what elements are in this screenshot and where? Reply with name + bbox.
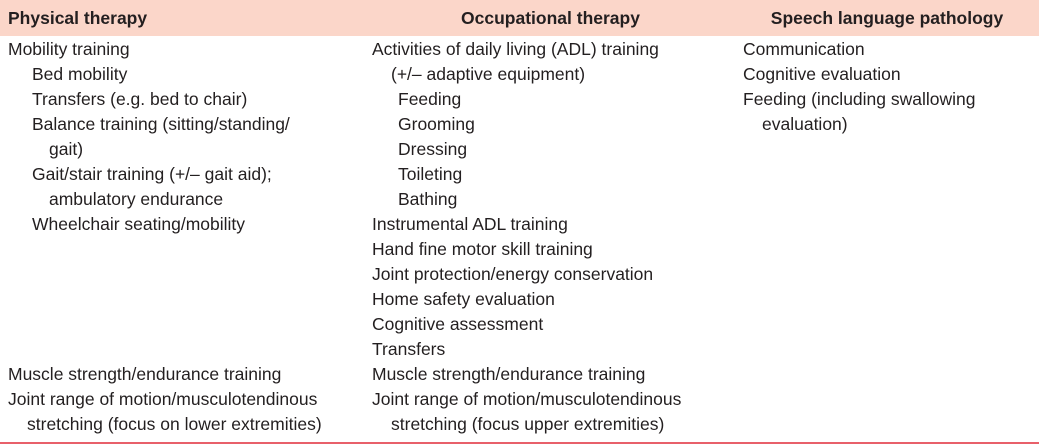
list-item: Transfers (e.g. bed to chair) [32,89,248,109]
list-item: Home safety evaluation [372,289,555,309]
list-item: Hand fine motor skill training [372,239,593,259]
cell-occupational-therapy: Activities of daily living (ADL) trainin… [366,37,735,362]
header-occupational-therapy: Occupational therapy [461,7,640,28]
list-item: Communication [743,39,865,59]
header-speech-language-pathology: Speech language pathology [770,7,1004,28]
list-item: Muscle strength/endurance training [372,364,646,384]
list-item: Cognitive evaluation [743,64,901,84]
list-item: Dressing [398,139,468,159]
list-item: Transfers [372,339,446,359]
cell-physical-therapy: Mobility training Bed mobility Transfers (… [0,37,366,362]
list-item: Bathing [398,189,458,209]
list-item: stretching (focus upper extremities) [391,414,665,434]
list-item: Feeding (including swallowing [743,89,976,109]
list-item: Mobility training [8,39,130,59]
cell-speech-language-pathology [735,362,1039,387]
header-physical-therapy: Physical therapy [8,7,148,28]
list-item: evaluation) [762,114,848,134]
list-item: Gait/stair training (+/– gait aid); [32,164,272,184]
list-item: gait) [49,139,84,159]
list-item: Joint range of motion/musculotendinous [372,389,682,409]
list-item: Cognitive assessment [372,314,544,334]
list-item: Joint range of motion/musculotendinous [8,389,318,409]
list-item: Wheelchair seating/mobility [32,214,246,234]
list-item: stretching (focus on lower extremities) [27,414,322,434]
table-header: Physical therapy Occupational therapy Sp… [0,0,1039,36]
bottom-rule [0,442,1039,444]
list-item: Instrumental ADL training [372,214,568,234]
table-row: Joint range of motion/musculotendinous st… [0,387,1039,437]
cell-physical-therapy: Joint range of motion/musculotendinous st… [0,387,366,437]
table-row: Mobility training Bed mobility Transfers (… [0,36,1039,362]
list-item: Muscle strength/endurance training [8,364,282,384]
list-item: Joint protection/energy conservation [372,264,654,284]
cell-occupational-therapy: Joint range of motion/musculotendinous st… [366,387,735,437]
list-item: (+/– adaptive equipment) [391,64,586,84]
cell-physical-therapy: Muscle strength/endurance training [0,362,366,387]
cell-occupational-therapy: Muscle strength/endurance training [366,362,735,387]
list-item: Toileting [398,164,463,184]
table-body: Mobility training Bed mobility Transfers (… [0,36,1039,437]
cell-speech-language-pathology: Communication Cognitive evaluation Feeding… [735,37,1039,362]
list-item: Bed mobility [32,64,128,84]
cell-speech-language-pathology [735,387,1039,437]
list-item: ambulatory endurance [49,189,224,209]
list-item: Grooming [398,114,475,134]
list-item: Activities of daily living (ADL) trainin… [372,39,659,59]
table-row: Muscle strength/endurance training Muscle… [0,362,1039,387]
list-item: Feeding [398,89,462,109]
list-item: Balance training (sitting/standing/ [32,114,290,134]
